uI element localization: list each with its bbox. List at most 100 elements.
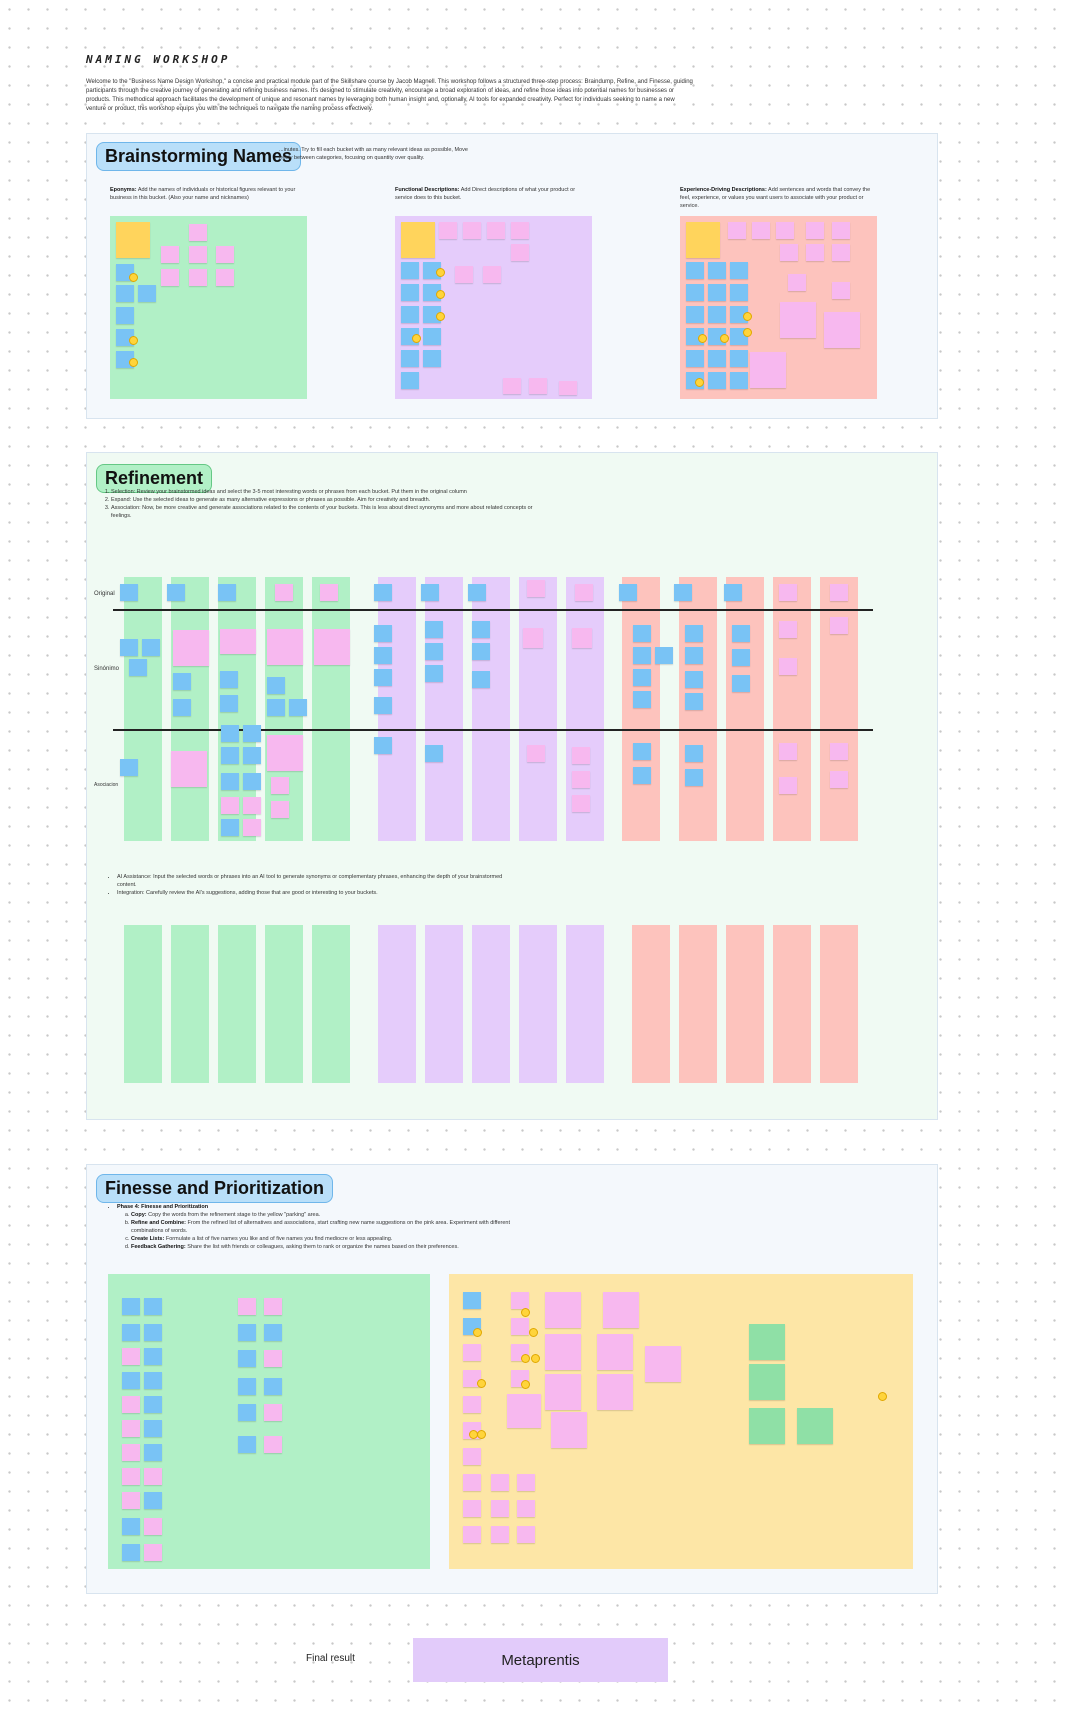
- sticky-note[interactable]: [216, 269, 234, 286]
- sticky-note[interactable]: [221, 773, 239, 790]
- sticky-note[interactable]: [529, 378, 547, 394]
- sticky-note[interactable]: [167, 584, 185, 601]
- sticky-note[interactable]: [463, 1344, 481, 1361]
- sticky-note[interactable]: [597, 1374, 633, 1410]
- sticky-note[interactable]: [122, 1396, 140, 1413]
- sticky-note[interactable]: [832, 282, 850, 299]
- sticky-note[interactable]: [463, 222, 481, 239]
- sticky-note[interactable]: [401, 306, 419, 323]
- sticky-note[interactable]: [122, 1444, 140, 1461]
- sticky-note[interactable]: [189, 269, 207, 286]
- sticky-note[interactable]: [144, 1492, 162, 1509]
- sticky-note[interactable]: [189, 246, 207, 263]
- sticky-note[interactable]: [221, 819, 239, 836]
- sticky-note[interactable]: [572, 795, 590, 812]
- sticky-note[interactable]: [575, 584, 593, 601]
- sticky-note[interactable]: [264, 1298, 282, 1315]
- sticky-note[interactable]: [507, 1394, 541, 1428]
- parking-area-green[interactable]: [108, 1274, 430, 1569]
- sticky-note[interactable]: [122, 1420, 140, 1437]
- final-result-box[interactable]: Metaprentis: [413, 1638, 668, 1682]
- sticky-note[interactable]: [189, 224, 207, 241]
- sticky-note[interactable]: [724, 584, 742, 601]
- sticky-note[interactable]: [218, 584, 236, 601]
- sticky-note[interactable]: [144, 1444, 162, 1461]
- sticky-note[interactable]: [523, 628, 543, 648]
- sticky-note[interactable]: [830, 617, 848, 634]
- sticky-note[interactable]: [238, 1404, 256, 1421]
- sticky-note[interactable]: [779, 743, 797, 760]
- sticky-note[interactable]: [122, 1372, 140, 1389]
- sticky-note[interactable]: [749, 1324, 785, 1360]
- sticky-note[interactable]: [271, 777, 289, 794]
- sticky-note[interactable]: [144, 1372, 162, 1389]
- bucket-eponyms[interactable]: [110, 216, 307, 399]
- sticky-note[interactable]: [685, 769, 703, 786]
- sticky-note[interactable]: [374, 669, 392, 686]
- sticky-note[interactable]: [122, 1518, 140, 1535]
- sticky-note[interactable]: [685, 745, 703, 762]
- sticky-note[interactable]: [401, 350, 419, 367]
- sticky-note[interactable]: [264, 1436, 282, 1453]
- sticky-note[interactable]: [686, 306, 704, 323]
- sticky-note[interactable]: [401, 222, 435, 258]
- sticky-note[interactable]: [173, 699, 191, 716]
- sticky-note[interactable]: [732, 625, 750, 642]
- sticky-note[interactable]: [401, 372, 419, 389]
- sticky-note[interactable]: [511, 1318, 529, 1335]
- sticky-note[interactable]: [122, 1544, 140, 1561]
- bucket-functional[interactable]: [395, 216, 592, 399]
- sticky-note[interactable]: [144, 1468, 162, 1485]
- sticky-note[interactable]: [463, 1370, 481, 1387]
- sticky-note[interactable]: [730, 350, 748, 367]
- sticky-note[interactable]: [788, 274, 806, 291]
- sticky-note[interactable]: [120, 759, 138, 776]
- sticky-note[interactable]: [730, 284, 748, 301]
- sticky-note[interactable]: [674, 584, 692, 601]
- sticky-note[interactable]: [779, 621, 797, 638]
- sticky-note[interactable]: [545, 1334, 581, 1370]
- sticky-note[interactable]: [749, 1364, 785, 1400]
- sticky-note[interactable]: [776, 222, 794, 239]
- sticky-note[interactable]: [220, 671, 238, 688]
- sticky-note[interactable]: [708, 262, 726, 279]
- sticky-note[interactable]: [686, 350, 704, 367]
- sticky-note[interactable]: [122, 1324, 140, 1341]
- sticky-note[interactable]: [314, 629, 350, 665]
- sticky-note[interactable]: [730, 372, 748, 389]
- sticky-note[interactable]: [830, 743, 848, 760]
- sticky-note[interactable]: [320, 584, 338, 601]
- sticky-note[interactable]: [122, 1348, 140, 1365]
- sticky-note[interactable]: [425, 665, 443, 682]
- sticky-note[interactable]: [144, 1324, 162, 1341]
- sticky-note[interactable]: [832, 244, 850, 261]
- sticky-note[interactable]: [806, 222, 824, 239]
- sticky-note[interactable]: [401, 284, 419, 301]
- sticky-note[interactable]: [472, 643, 490, 660]
- sticky-note[interactable]: [779, 584, 797, 601]
- sticky-note[interactable]: [238, 1378, 256, 1395]
- sticky-note[interactable]: [173, 673, 191, 690]
- sticky-note[interactable]: [116, 222, 150, 258]
- sticky-note[interactable]: [527, 745, 545, 762]
- sticky-note[interactable]: [603, 1292, 639, 1328]
- sticky-note[interactable]: [243, 797, 261, 814]
- sticky-note[interactable]: [545, 1374, 581, 1410]
- sticky-note[interactable]: [708, 350, 726, 367]
- sticky-note[interactable]: [238, 1298, 256, 1315]
- sticky-note[interactable]: [423, 328, 441, 345]
- sticky-note[interactable]: [633, 647, 651, 664]
- sticky-note[interactable]: [221, 725, 239, 742]
- sticky-note[interactable]: [374, 625, 392, 642]
- sticky-note[interactable]: [238, 1436, 256, 1453]
- sticky-note[interactable]: [243, 773, 261, 790]
- sticky-note[interactable]: [122, 1298, 140, 1315]
- sticky-note[interactable]: [374, 647, 392, 664]
- sticky-note[interactable]: [780, 244, 798, 261]
- sticky-note[interactable]: [685, 625, 703, 642]
- sticky-note[interactable]: [708, 372, 726, 389]
- sticky-note[interactable]: [806, 244, 824, 261]
- sticky-note[interactable]: [685, 693, 703, 710]
- sticky-note[interactable]: [267, 629, 303, 665]
- sticky-note[interactable]: [685, 647, 703, 664]
